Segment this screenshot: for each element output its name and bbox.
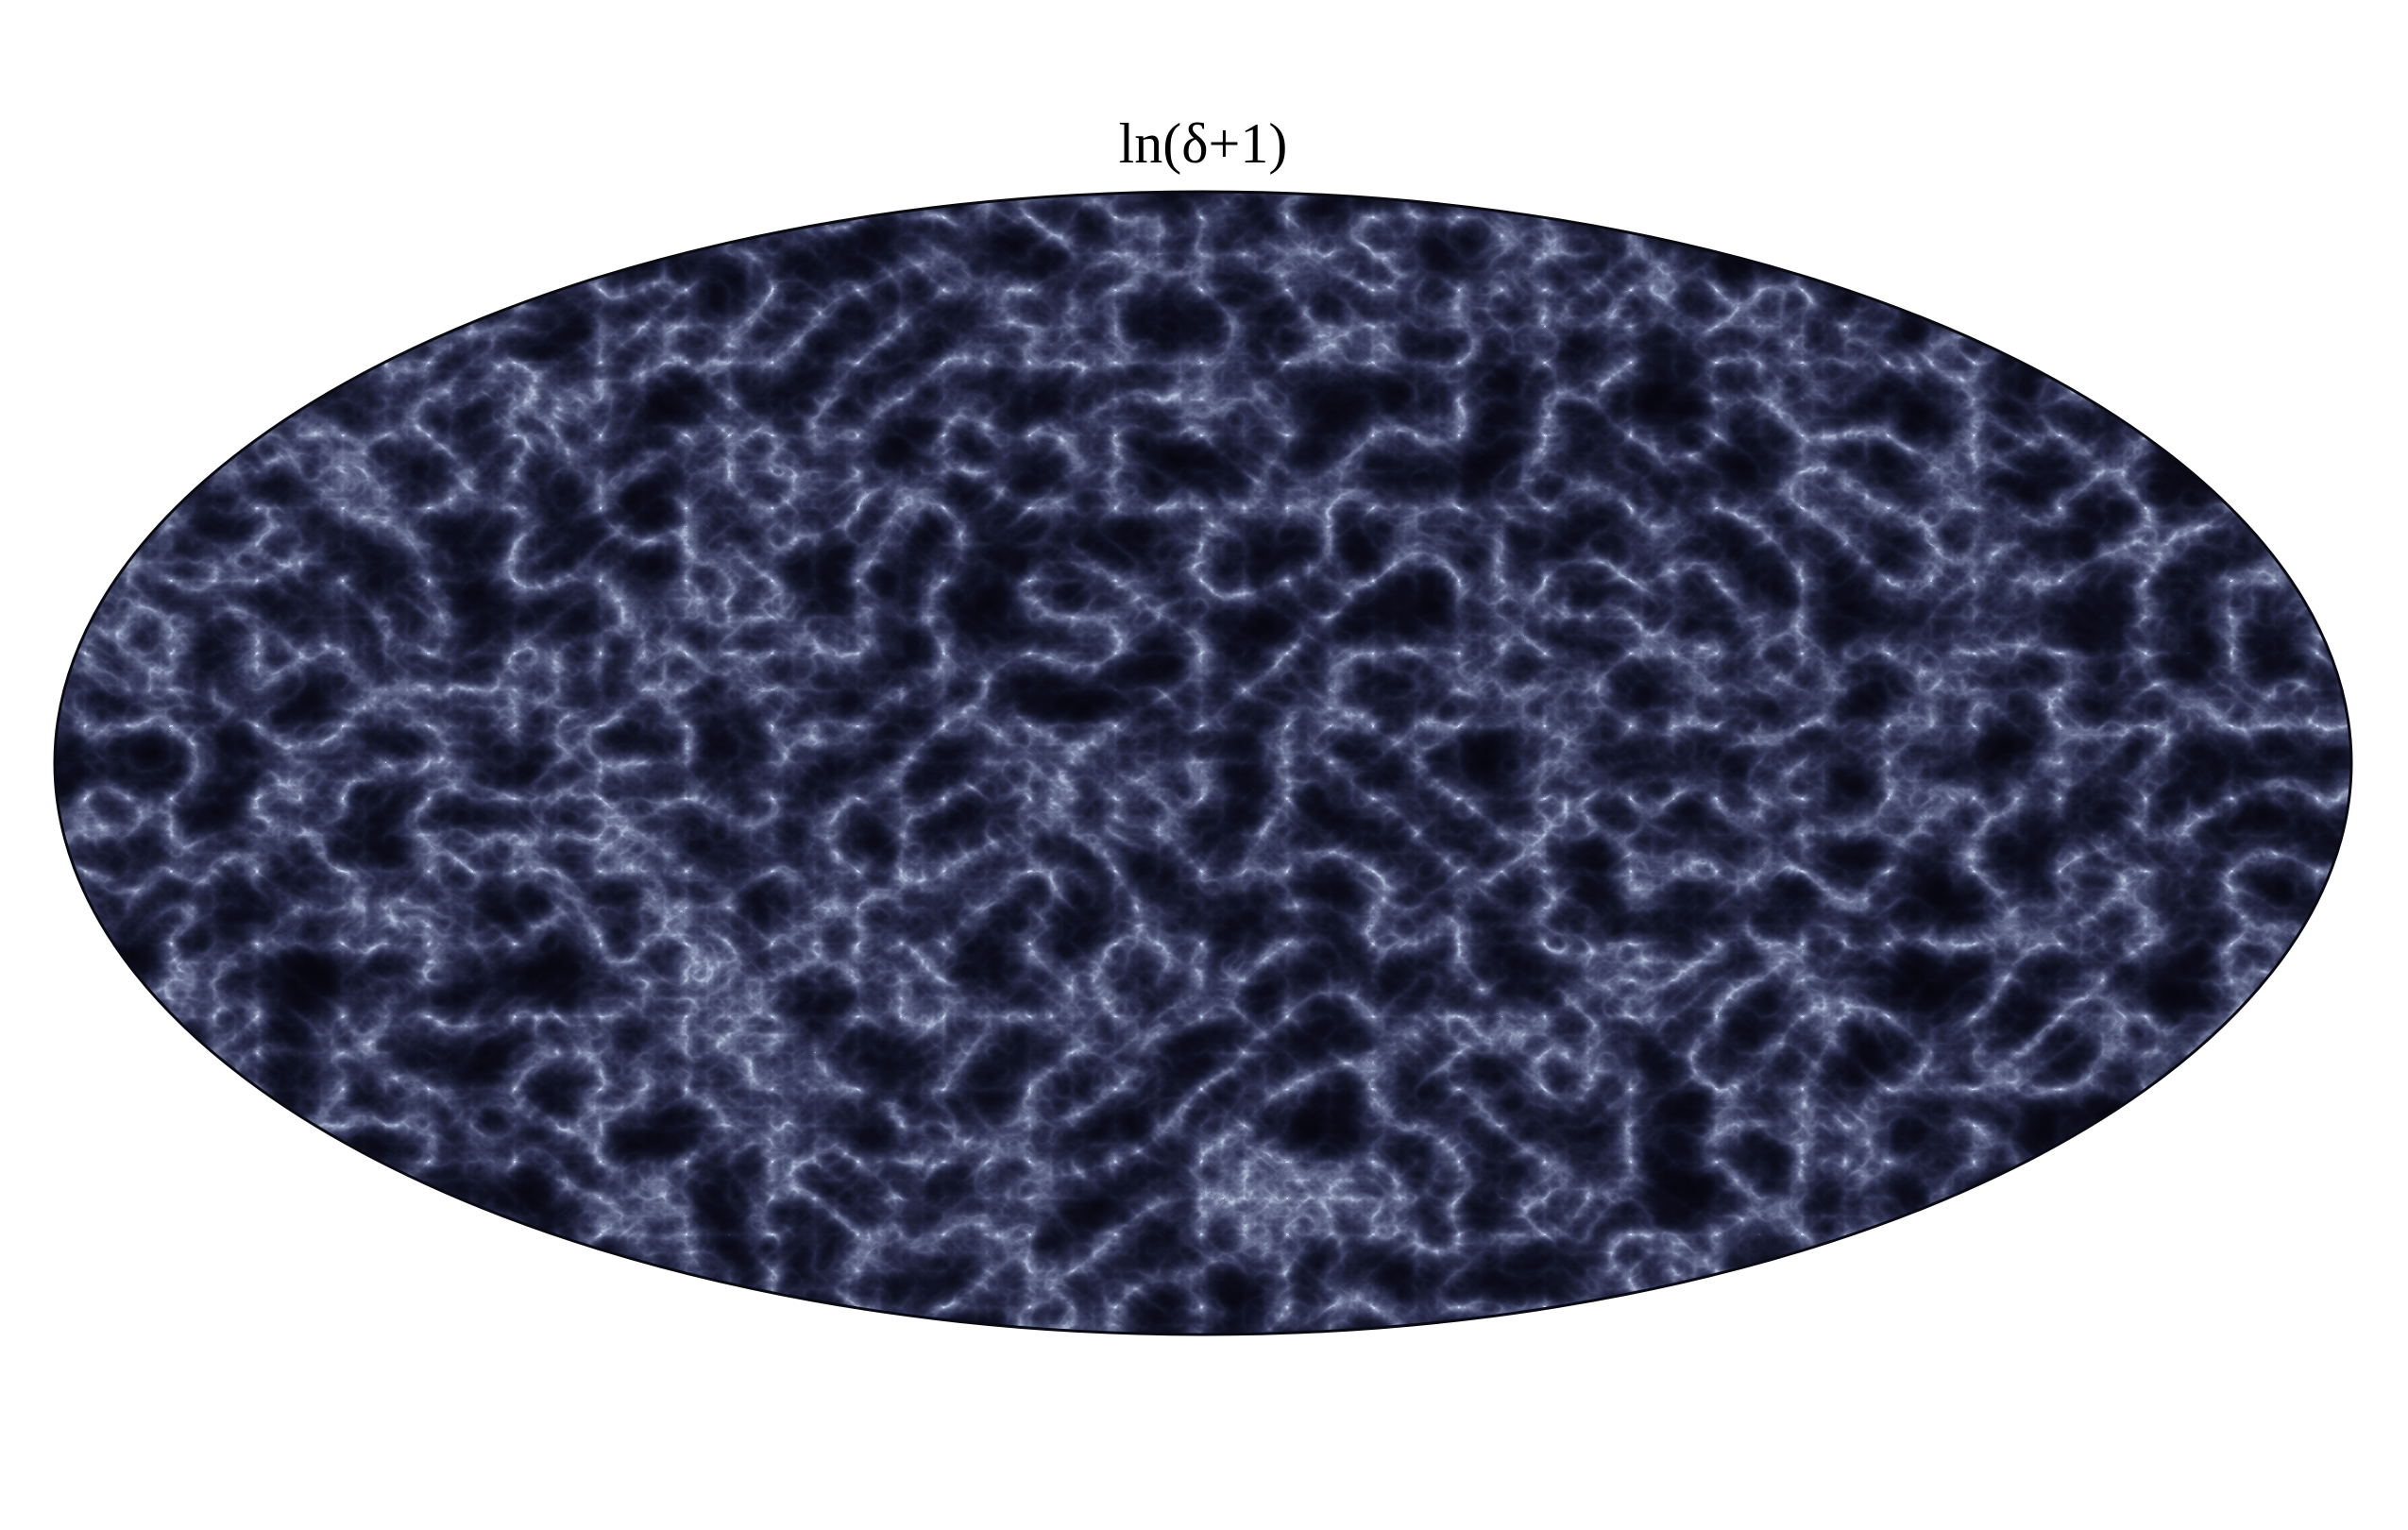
density-field — [55, 192, 2351, 1334]
mollweide-map — [55, 192, 2351, 1334]
map-title: ln(δ+1) — [1119, 112, 1288, 175]
map-outline — [53, 190, 2353, 1336]
